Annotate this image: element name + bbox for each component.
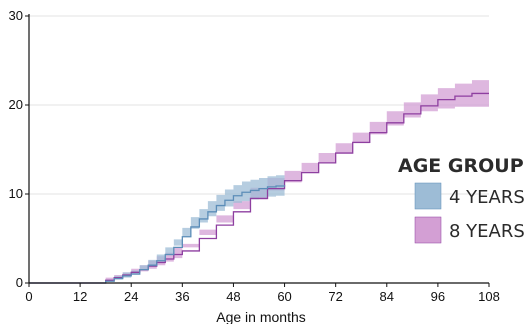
y-tick-label-10: 10 [9,186,23,201]
legend-swatch-4-years [414,182,442,210]
confidence-bands [29,80,489,283]
axes [28,14,489,284]
x-tick-label-0: 0 [25,289,32,304]
legend-label-4-years: 4 YEARS [449,187,525,208]
legend: AGE GROUP 4 YEARS 8 YEARS [398,155,525,244]
x-tick-label-108: 108 [478,289,500,304]
y-tick-label-0: 0 [16,275,23,290]
confidence-band-8-years [29,80,489,283]
x-tick-label-60: 60 [277,289,291,304]
series-lines [29,92,489,284]
legend-title: AGE GROUP [398,155,524,177]
x-tick-label-24: 24 [124,289,138,304]
y-tick-label-30: 30 [9,8,23,23]
legend-label-8-years: 8 YEARS [449,221,525,242]
x-axis-ticks: 0 12 24 36 48 60 72 84 96 108 [25,283,500,304]
x-tick-label-72: 72 [328,289,342,304]
y-axis-ticks: 0 10 20 30 [9,8,29,290]
x-tick-label-96: 96 [431,289,445,304]
x-tick-label-12: 12 [73,289,87,304]
x-axis-title: Age in months [216,309,306,324]
y-tick-label-20: 20 [9,97,23,112]
x-tick-label-36: 36 [175,289,189,304]
x-tick-label-48: 48 [226,289,240,304]
legend-swatch-8-years [414,216,442,244]
series-line-4-years [29,185,286,284]
confidence-band-4-years [29,174,285,283]
x-tick-label-84: 84 [380,289,394,304]
